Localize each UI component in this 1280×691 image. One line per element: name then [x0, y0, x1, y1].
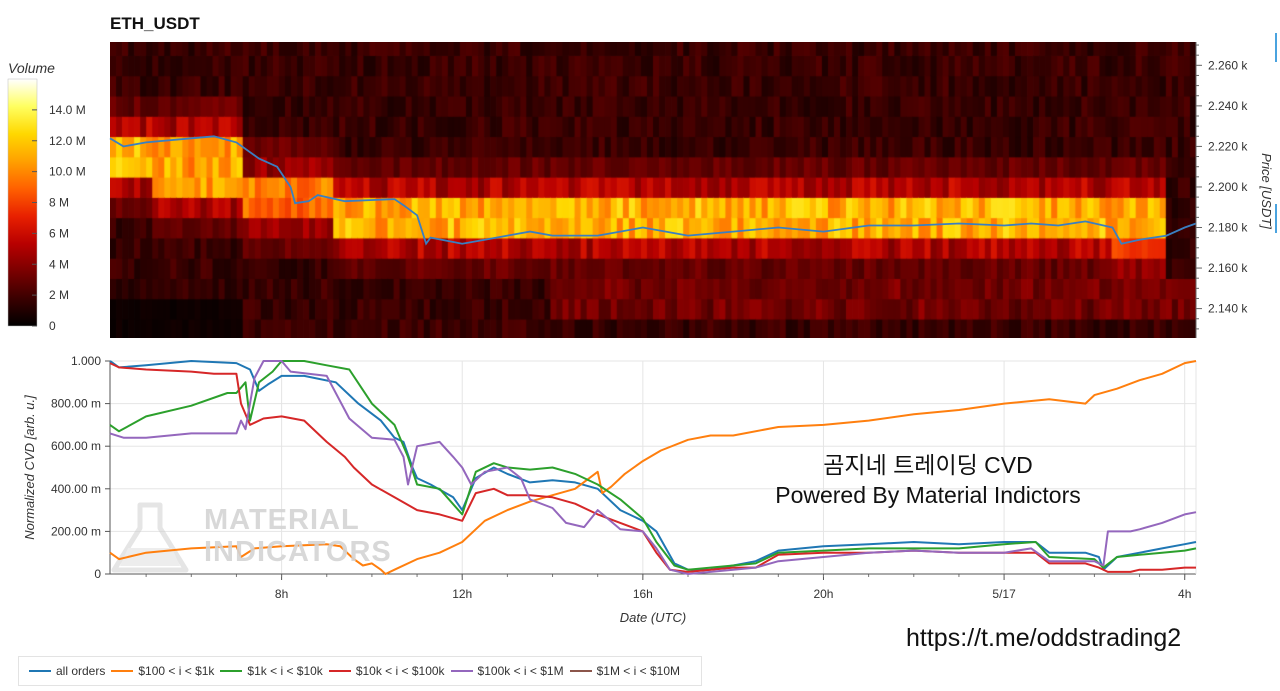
legend-item[interactable]: all orders: [29, 664, 105, 678]
legend-swatch: [29, 670, 51, 672]
cvd-y-axis-label: Normalized CVD [arb. u.]: [22, 395, 37, 540]
cvd-y-tick-label: 0: [94, 567, 101, 581]
cvd-y-tick-label: 1.000: [71, 354, 101, 368]
price-tick-label: 2.260 k: [1208, 58, 1248, 72]
legend-item[interactable]: $1M < i < $10M: [569, 664, 680, 678]
legend-swatch: [450, 670, 473, 672]
annotation-line1: 곰지네 트레이딩 CVD: [823, 452, 1033, 478]
legend-label: $10k < i < $100k: [355, 664, 445, 678]
price-tick-label: 2.200 k: [1208, 180, 1248, 194]
cvd-series-line: [109, 360, 1197, 575]
price-tick-label: 2.140 k: [1208, 302, 1248, 316]
legend-item[interactable]: $100 < i < $1k: [111, 664, 214, 678]
legend-label: $100 < i < $1k: [138, 664, 215, 678]
legend-item[interactable]: $100k < i < $1M: [450, 664, 564, 678]
cvd-series-line: [109, 360, 1197, 571]
colorbar-tick-label: 12.0 M: [49, 134, 86, 148]
cvd-series-line: [109, 362, 1196, 573]
telegram-link[interactable]: https://t.me/oddstrading2: [906, 624, 1182, 652]
legend: all orders $100 < i < $1k $1k < i < $10k $1…: [18, 656, 702, 686]
watermark-line1: MATERIAL: [204, 504, 360, 536]
colorbar-tick-label: 14.0 M: [49, 103, 86, 117]
cvd-y-tick-label: 400.00 m: [51, 482, 101, 496]
legend-item[interactable]: $10k < i < $100k: [328, 664, 445, 678]
cvd-x-tick-label: 4h: [1178, 587, 1191, 601]
colorbar-tick-label: 0: [49, 319, 56, 333]
colorbar-tick-label: 2 M: [49, 288, 69, 302]
legend-label: $1M < i < $10M: [596, 664, 680, 678]
material-indicators-watermark: MATERIAL INDICATORS: [204, 504, 392, 568]
cvd-x-tick-label: 20h: [813, 587, 833, 601]
cvd-x-axis-label: Date (UTC): [620, 610, 686, 625]
colorbar-tick-label: 10.0 M: [49, 165, 86, 179]
colorbar-title: Volume: [8, 60, 55, 76]
price-tick-label: 2.180 k: [1208, 221, 1248, 235]
colorbar-tick-label: 8 M: [49, 196, 69, 210]
flask-icon: [111, 502, 189, 573]
legend-swatch: [111, 670, 134, 672]
price-tick-label: 2.220 k: [1208, 139, 1248, 153]
price-axis-label: Price [USDT]: [1259, 153, 1274, 229]
watermark-line2: INDICATORS: [204, 536, 392, 568]
legend-label: $100k < i < $1M: [477, 664, 564, 678]
cvd-x-tick-label: 16h: [633, 587, 653, 601]
cvd-series-line: [109, 360, 1197, 575]
cvd-y-tick-label: 800.00 m: [51, 397, 101, 411]
cvd-annotation: 곰지네 트레이딩 CVD Powered By Material Indicto…: [738, 450, 1118, 510]
legend-item[interactable]: $1k < i < $10k: [220, 664, 323, 678]
cvd-series-line: [109, 360, 1197, 571]
price-tick-label: 2.240 k: [1208, 99, 1248, 113]
cvd-x-tick-label: 5/17: [992, 587, 1016, 601]
legend-label: all orders: [56, 664, 106, 678]
colorbar-tick-label: 6 M: [49, 226, 69, 240]
colorbar-tick-label: 4 M: [49, 257, 69, 271]
annotation-line2: Powered By Material Indictors: [775, 482, 1081, 508]
cvd-x-tick-label: 8h: [275, 587, 288, 601]
chart-title: ETH_USDT: [110, 14, 200, 33]
legend-swatch: [328, 670, 351, 672]
legend-swatch: [569, 670, 592, 672]
legend-swatch: [220, 670, 243, 672]
cvd-y-tick-label: 600.00 m: [51, 439, 101, 453]
price-line: [109, 135, 1197, 246]
legend-label: $1k < i < $10k: [247, 664, 323, 678]
cvd-y-tick-label: 200.00 m: [51, 524, 101, 538]
cvd-x-tick-label: 12h: [452, 587, 472, 601]
price-tick-label: 2.160 k: [1208, 261, 1248, 275]
